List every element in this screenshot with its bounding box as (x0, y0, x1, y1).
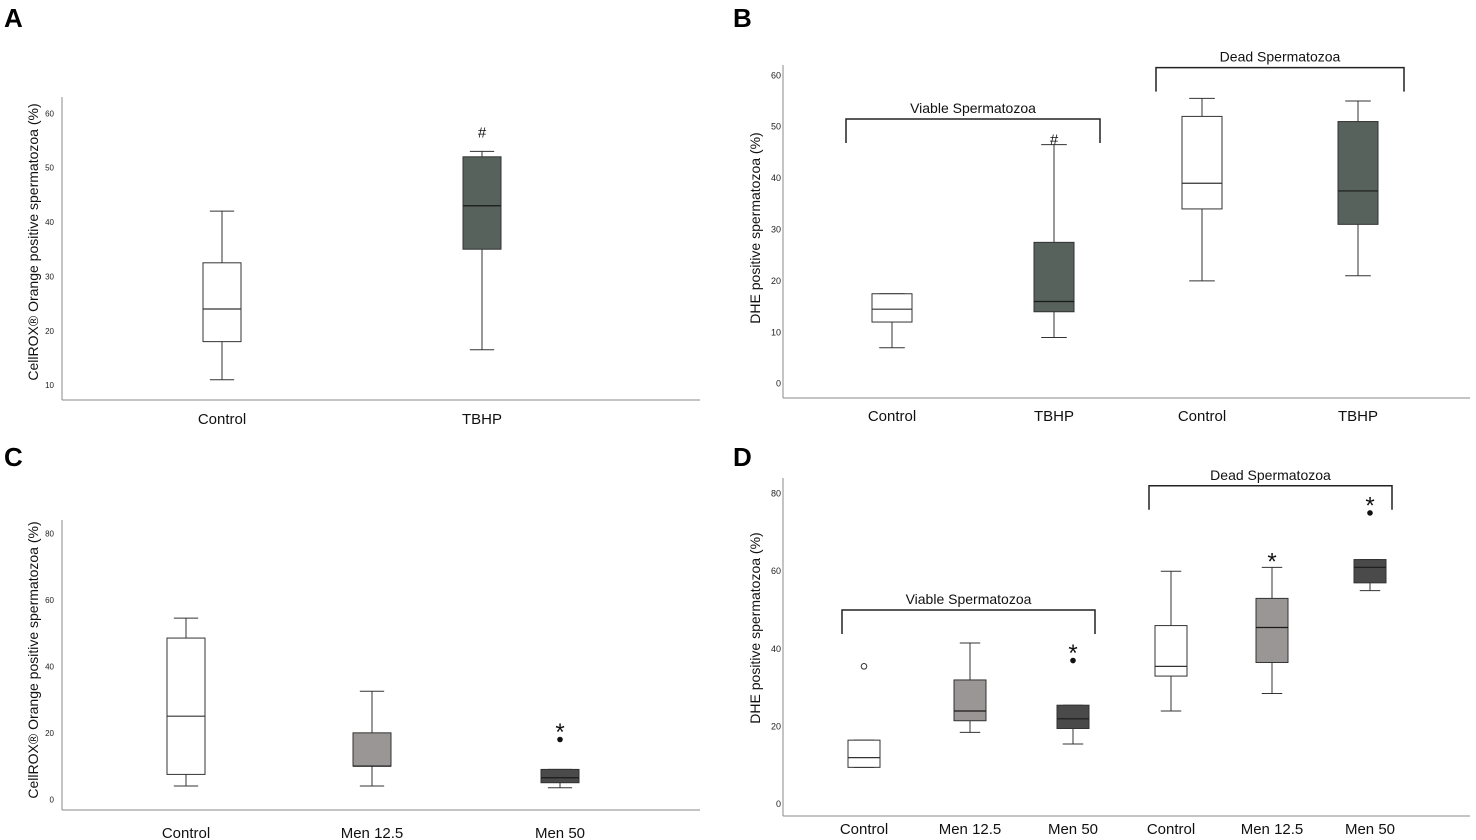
iqr-box (1154, 625, 1188, 677)
box-plot (1154, 570, 1188, 712)
x-category-label: Men 50 (1345, 821, 1395, 838)
iqr-box (847, 739, 881, 768)
box-plot (953, 642, 987, 733)
outlier-point (1367, 510, 1373, 516)
box-plot (871, 293, 913, 349)
y-tick-label: 40 (771, 644, 781, 654)
x-category-label: TBHP (1034, 408, 1074, 425)
panel-label: D (733, 442, 752, 472)
box-plot (352, 690, 392, 787)
significance-marker: * (1365, 492, 1374, 519)
y-tick-label: 60 (771, 566, 781, 576)
y-tick-label: 0 (776, 799, 781, 809)
x-category-label: Men 12.5 (939, 821, 1002, 838)
x-category-label: Control (198, 411, 246, 428)
x-category-label: Men 12.5 (341, 825, 404, 840)
y-tick-label: 60 (45, 109, 54, 118)
y-tick-label: 60 (45, 596, 54, 605)
iqr-box (540, 768, 580, 784)
box-plot (166, 617, 206, 787)
group-label: Viable Spermatozoa (906, 591, 1032, 607)
significance-marker: * (1068, 640, 1077, 667)
y-tick-label: 30 (771, 225, 781, 235)
y-axis-title: DHE positive spermatozoa (%) (747, 132, 763, 323)
iqr-box (166, 637, 206, 775)
group-bracket (845, 118, 1101, 143)
significance-marker: # (1050, 132, 1059, 149)
box-plot: * (540, 719, 580, 789)
y-tick-label: 0 (776, 379, 781, 389)
group-label: Dead Spermatozoa (1220, 49, 1341, 65)
box-plot: * (1056, 640, 1090, 745)
y-tick-label: 40 (45, 662, 54, 671)
y-tick-label: 40 (771, 173, 781, 183)
x-category-label: Control (840, 821, 888, 838)
panel-b: B 0 10 20 30 40 50 60 DHE positive spermatozoa (… (733, 3, 1470, 425)
outlier-point (860, 663, 868, 670)
group-bracket (841, 609, 1096, 635)
iqr-box (871, 293, 913, 323)
significance-marker: * (1267, 549, 1276, 576)
y-tick-label: 80 (45, 529, 54, 538)
box-plot: # (462, 124, 502, 351)
iqr-box (1353, 559, 1387, 584)
iqr-box (462, 156, 502, 250)
panel-a: A 10 20 30 40 50 60 CellROX® Orange positive sp… (4, 3, 700, 428)
iqr-box (1337, 121, 1379, 225)
group-bracket (1155, 66, 1405, 92)
y-tick-label: 20 (45, 327, 54, 336)
y-tick-label: 20 (45, 729, 54, 738)
panel-c: C 0 20 40 60 80 CellROX® Orange positive sperm… (4, 442, 700, 840)
iqr-box (953, 679, 987, 722)
x-category-label: Control (1147, 821, 1195, 838)
panel-label: A (4, 3, 23, 33)
outlier-point (557, 736, 563, 743)
box-plot: * (1255, 549, 1289, 695)
group-label: Viable Spermatozoa (910, 100, 1036, 116)
iqr-box (1181, 115, 1223, 210)
iqr-box (1033, 241, 1075, 313)
y-tick-label: 20 (771, 276, 781, 286)
y-tick-label: 60 (771, 70, 781, 80)
group-bracket (1148, 485, 1393, 510)
box-plot (202, 210, 242, 381)
panel-label: B (733, 3, 752, 33)
iqr-box (1056, 704, 1090, 730)
box-plot: # (1033, 132, 1075, 338)
iqr-box (352, 732, 392, 767)
box-plot (1181, 97, 1223, 282)
box-plot: * (1353, 492, 1387, 592)
y-tick-label: 50 (45, 164, 54, 173)
x-category-label: Men 50 (535, 825, 585, 840)
y-axis-title: CellROX® Orange positive spermatozoa (%) (25, 103, 41, 380)
y-tick-label: 80 (771, 489, 781, 499)
iqr-box (202, 262, 242, 343)
y-tick-label: 0 (50, 795, 55, 804)
x-category-label: Men 12.5 (1241, 821, 1304, 838)
y-tick-label: 10 (771, 327, 781, 337)
y-tick-label: 30 (45, 272, 54, 281)
x-category-label: Control (162, 825, 210, 840)
box-plot (847, 663, 881, 768)
box-plot (1337, 100, 1379, 277)
x-category-label: Control (1178, 408, 1226, 425)
significance-marker: # (478, 124, 487, 141)
panel-label: C (4, 442, 23, 472)
x-category-label: Men 50 (1048, 821, 1098, 838)
outlier-point (1070, 657, 1076, 664)
group-label: Dead Spermatozoa (1210, 467, 1331, 483)
iqr-box (1255, 597, 1289, 663)
y-axis-title: CellROX® Orange positive spermatozoa (%) (25, 521, 41, 798)
panel-d: D 0 20 40 60 80 DHE positive spermatozoa (%) Co… (733, 442, 1470, 838)
significance-marker: * (555, 719, 564, 746)
x-category-label: TBHP (1338, 408, 1378, 425)
x-category-label: TBHP (462, 411, 502, 428)
y-tick-label: 20 (771, 722, 781, 732)
y-tick-label: 40 (45, 218, 54, 227)
y-axis-title: DHE positive spermatozoa (%) (747, 532, 763, 723)
y-tick-label: 50 (771, 122, 781, 132)
x-category-label: Control (868, 408, 916, 425)
y-tick-label: 10 (45, 381, 54, 390)
